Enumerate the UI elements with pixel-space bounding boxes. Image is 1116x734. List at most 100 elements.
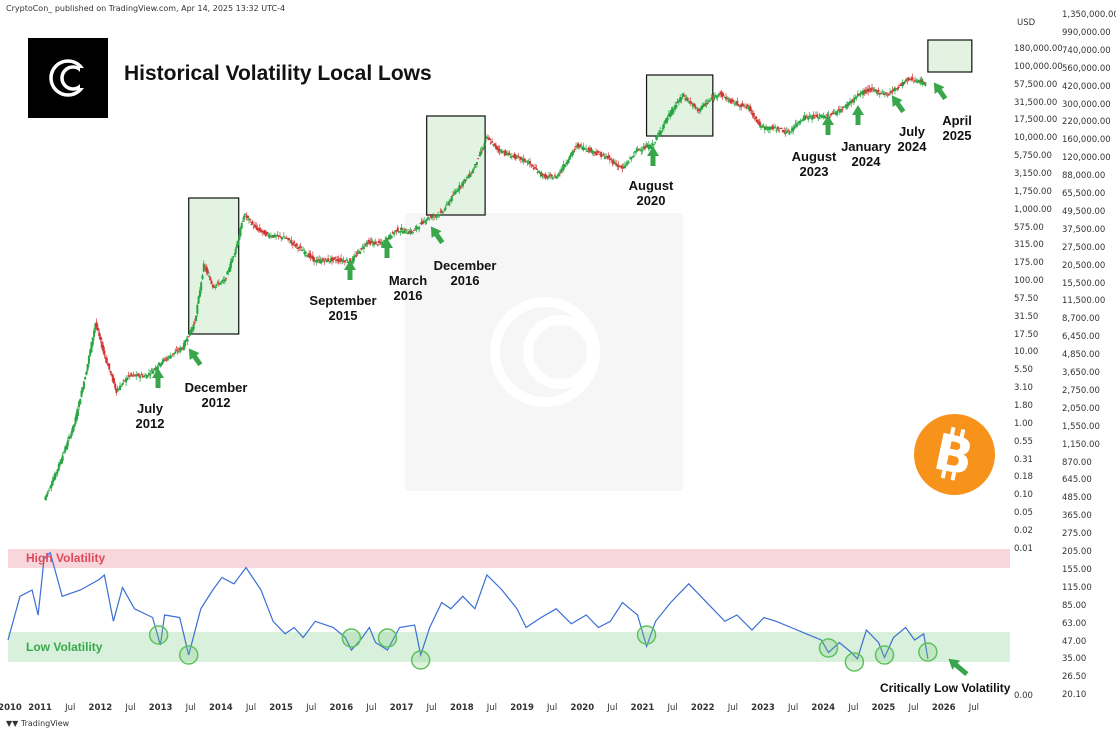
price-tick-right: 300,000.00 bbox=[1062, 99, 1111, 110]
price-candle bbox=[642, 146, 645, 150]
price-candle bbox=[315, 259, 318, 263]
price-candle bbox=[531, 165, 534, 167]
price-candle bbox=[666, 117, 669, 121]
price-candle bbox=[851, 99, 854, 101]
price-candle bbox=[893, 87, 896, 92]
tradingview-icon: ▼▼ bbox=[6, 719, 21, 728]
price-candle bbox=[570, 152, 573, 157]
price-candle bbox=[349, 258, 352, 262]
price-candle bbox=[109, 371, 112, 373]
price-candle bbox=[462, 181, 465, 187]
price-candle bbox=[308, 253, 311, 258]
price-candle bbox=[744, 106, 747, 108]
price-candle bbox=[878, 93, 881, 95]
price-candle bbox=[656, 135, 659, 138]
price-candle bbox=[842, 106, 845, 108]
price-candle bbox=[765, 126, 768, 130]
price-candle bbox=[170, 355, 173, 357]
price-candle bbox=[576, 145, 579, 147]
price-tick-left: 0.02 bbox=[1014, 525, 1033, 536]
price-candle bbox=[74, 417, 77, 425]
price-candle bbox=[319, 259, 322, 264]
price-candle bbox=[799, 121, 802, 123]
price-candle bbox=[843, 106, 846, 108]
volatility-line bbox=[7, 551, 929, 660]
price-candle bbox=[426, 217, 429, 219]
tradingview-footer: ▼▼ TradingView bbox=[6, 719, 69, 728]
x-tick: 2012 bbox=[88, 703, 113, 713]
x-tick: Jul bbox=[667, 703, 678, 713]
volatility-low-circle bbox=[874, 645, 895, 665]
price-candle bbox=[617, 165, 620, 168]
price-candle bbox=[716, 95, 719, 98]
price-candle bbox=[869, 88, 872, 92]
price-candle bbox=[628, 158, 631, 160]
price-candle bbox=[115, 388, 118, 393]
price-tick-left: 17.50 bbox=[1014, 329, 1039, 340]
price-candle bbox=[78, 401, 81, 408]
price-tick-right: 88,000.00 bbox=[1062, 171, 1106, 182]
price-candle bbox=[429, 216, 432, 218]
price-candle bbox=[128, 375, 131, 378]
price-candle bbox=[921, 81, 924, 85]
price-candle bbox=[457, 189, 460, 192]
price-candle bbox=[721, 92, 724, 97]
price-candle bbox=[321, 258, 324, 261]
price-candle bbox=[345, 259, 348, 261]
x-tick: Jul bbox=[245, 703, 257, 713]
x-tick: Jul bbox=[607, 703, 618, 713]
price-candle bbox=[558, 172, 561, 174]
price-candle bbox=[156, 366, 159, 369]
price-candle bbox=[355, 255, 358, 257]
price-candle bbox=[847, 102, 850, 106]
price-candle bbox=[613, 162, 616, 164]
price-candle bbox=[667, 113, 670, 117]
price-candle bbox=[302, 249, 305, 251]
price-candle bbox=[284, 237, 287, 239]
x-tick: 2023 bbox=[751, 703, 775, 713]
price-candle bbox=[166, 357, 169, 361]
price-candle bbox=[492, 144, 495, 146]
price-candle bbox=[499, 149, 502, 152]
price-tick-right: 27,500.00 bbox=[1062, 242, 1106, 253]
price-candle bbox=[639, 148, 642, 150]
price-tick-right: 2,050.00 bbox=[1062, 403, 1100, 414]
price-candle bbox=[52, 477, 55, 481]
price-candle bbox=[504, 150, 507, 156]
price-candle bbox=[680, 97, 683, 100]
price-candle bbox=[691, 103, 694, 107]
price-candle bbox=[409, 230, 412, 234]
price-candle bbox=[232, 256, 235, 258]
price-candle bbox=[448, 201, 451, 206]
price-candle bbox=[685, 98, 688, 101]
price-candle bbox=[386, 238, 389, 240]
price-candle bbox=[544, 174, 547, 179]
price-candle bbox=[202, 263, 205, 272]
price-candle bbox=[61, 455, 64, 461]
price-candle bbox=[475, 162, 478, 165]
price-candle bbox=[701, 104, 704, 108]
price-candle bbox=[751, 112, 754, 116]
price-candle bbox=[665, 118, 668, 123]
price-candle bbox=[47, 490, 50, 492]
price-candle bbox=[697, 109, 700, 111]
x-tick: 2015 bbox=[269, 703, 293, 713]
price-candle bbox=[819, 115, 822, 117]
price-candle bbox=[333, 257, 336, 259]
low-arrow bbox=[430, 226, 445, 245]
price-candle bbox=[131, 375, 134, 377]
price-candle bbox=[696, 109, 699, 112]
price-candle bbox=[729, 99, 732, 104]
low-date-label: March 2016 bbox=[389, 273, 427, 303]
price-candle bbox=[749, 106, 752, 112]
price-candle bbox=[453, 192, 456, 195]
price-candle bbox=[883, 92, 886, 95]
low-date-month: August bbox=[791, 149, 837, 164]
price-candle bbox=[206, 269, 209, 274]
price-candle bbox=[596, 154, 599, 156]
low-date-year: 2023 bbox=[799, 164, 829, 179]
x-tick: Jul bbox=[787, 703, 799, 713]
price-candle bbox=[142, 375, 145, 378]
price-candle bbox=[285, 237, 288, 239]
price-candle bbox=[271, 236, 274, 238]
